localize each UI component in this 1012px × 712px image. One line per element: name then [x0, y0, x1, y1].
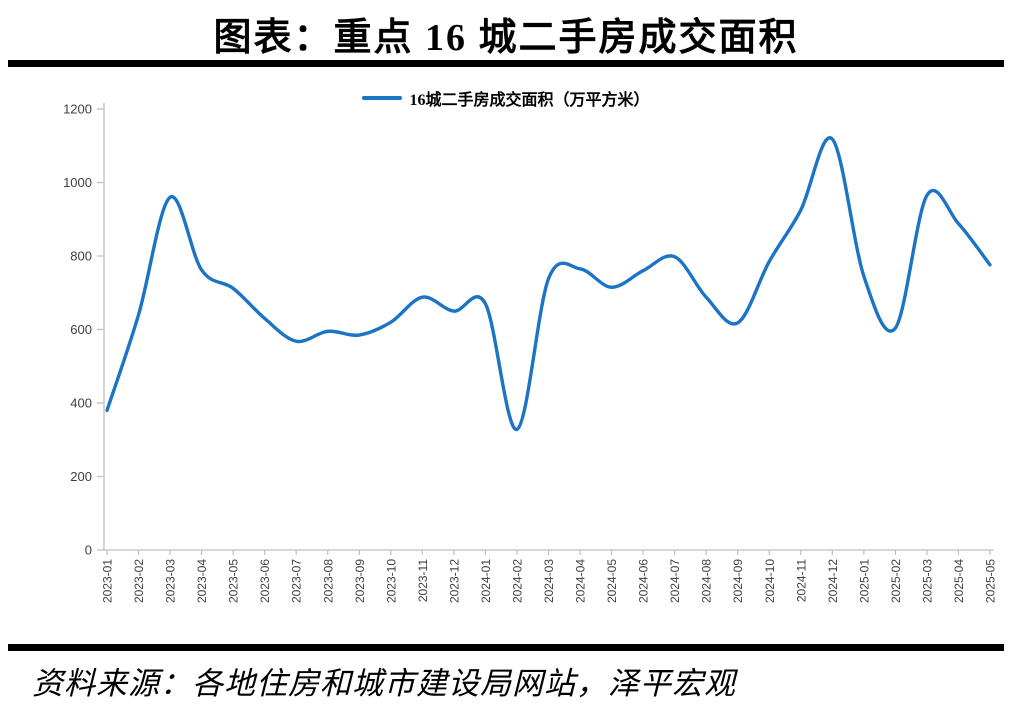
x-tick-label: 2023-12	[447, 559, 461, 603]
x-tick-label: 2023-11	[416, 559, 430, 602]
series-line	[105, 136, 992, 432]
y-tick-label: 400	[70, 396, 92, 411]
legend-series-label: 16城二手房成交面积（万平方米）	[409, 92, 650, 109]
x-tick-label: 2024-01	[479, 559, 493, 603]
x-tick-label: 2023-07	[290, 559, 304, 603]
x-tick-label: 2023-02	[132, 559, 146, 603]
page-title: 图表：重点 16 城二手房成交面积	[213, 17, 799, 59]
x-tick-label: 2024-07	[668, 559, 682, 603]
x-tick-label: 2024-11	[794, 559, 808, 602]
y-tick-label: 1000	[63, 175, 92, 190]
footer-divider-rule	[8, 644, 1004, 651]
y-tick-label: 600	[70, 322, 92, 337]
x-tick-label: 2023-04	[195, 559, 209, 603]
x-tick-label: 2023-06	[258, 559, 272, 603]
x-tick-label: 2025-02	[889, 559, 903, 603]
y-tick-label: 1200	[63, 102, 92, 117]
x-tick-label: 2025-01	[857, 559, 871, 603]
x-tick-label: 2023-09	[353, 559, 367, 603]
x-tick-label: 2024-02	[510, 559, 524, 603]
x-tick-label: 2024-12	[826, 559, 840, 603]
x-tick-label: 2024-03	[542, 559, 556, 603]
x-tick-label: 2023-05	[227, 559, 241, 603]
x-tick-label: 2024-10	[763, 559, 777, 603]
x-tick-label: 2024-04	[574, 559, 588, 603]
legend-line-icon	[362, 96, 403, 100]
y-tick-label: 800	[70, 249, 92, 264]
x-tick-label: 2023-01	[101, 559, 115, 603]
source-note: 资料来源：各地住房和城市建设局网站，泽平宏观	[32, 666, 736, 701]
x-tick-label: 2024-05	[605, 559, 619, 603]
x-tick-label: 2023-08	[321, 559, 335, 603]
x-tick-label: 2025-05	[984, 559, 998, 603]
chart-legend: 16城二手房成交面积（万平方米）	[0, 86, 1012, 110]
x-tick-label: 2025-03	[920, 559, 934, 603]
x-tick-label: 2023-03	[164, 559, 178, 603]
title-divider-rule	[8, 60, 1004, 67]
x-tick-label: 2024-08	[700, 559, 714, 603]
y-tick-label: 0	[85, 543, 92, 558]
x-tick-label: 2024-06	[637, 559, 651, 603]
x-tick-label: 2023-10	[384, 559, 398, 603]
x-tick-label: 2024-09	[731, 559, 745, 603]
y-tick-label: 200	[70, 469, 92, 484]
x-tick-label: 2025-04	[952, 559, 966, 603]
